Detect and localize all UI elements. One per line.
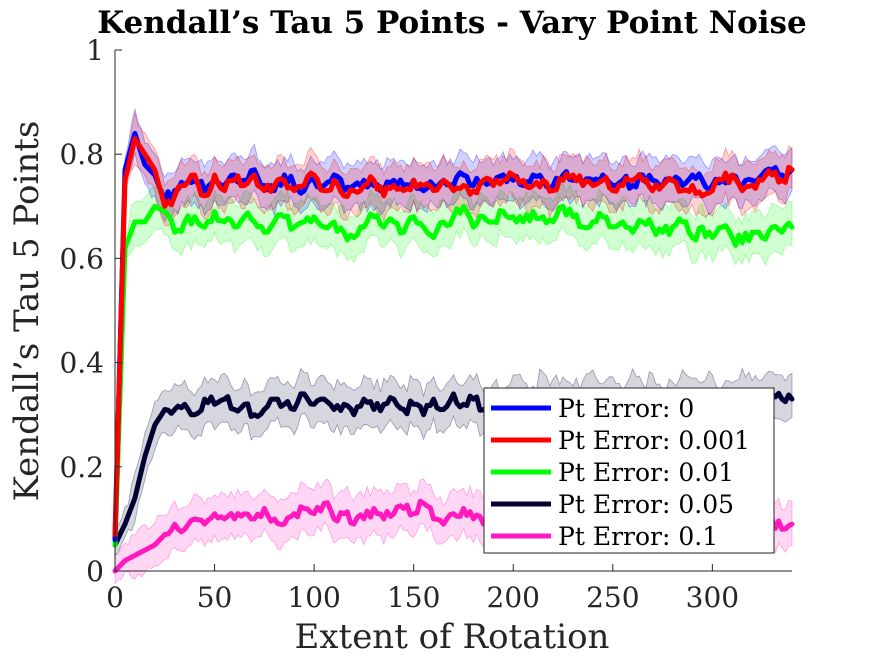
x-tick-label: 100 (287, 581, 340, 614)
legend-label: Pt Error: 0.01 (558, 458, 734, 487)
x-tick-label: 200 (487, 581, 540, 614)
chart-title: Kendall’s Tau 5 Points - Vary Point Nois… (97, 5, 806, 41)
legend-label: Pt Error: 0.05 (558, 490, 734, 519)
x-tick-label: 0 (106, 581, 124, 614)
legend-label: Pt Error: 0.1 (558, 522, 718, 551)
axes: 0 50 100 150 200 250 300 0 0.2 0.4 0.6 0.8 1 (59, 34, 792, 614)
y-axis-label: Kendall’s Tau 5 Points (7, 121, 47, 502)
y-tick-label: 0.2 (59, 451, 104, 484)
legend: Pt Error: 0 Pt Error: 0.001 Pt Error: 0.01… (483, 387, 775, 554)
y-tick-label: 0.6 (59, 242, 104, 275)
y-tick-label: 1 (86, 34, 104, 67)
x-tick-label: 250 (586, 581, 639, 614)
x-tick-label: 50 (197, 581, 233, 614)
series-line (112, 136, 795, 537)
confidence-band (114, 112, 793, 550)
x-tick-label: 300 (686, 581, 739, 614)
legend-label: Pt Error: 0 (558, 394, 694, 423)
y-tick-label: 0.8 (59, 138, 104, 171)
series-line (112, 203, 795, 548)
y-tick-label: 0 (86, 555, 104, 588)
y-axis-ticks: 0 0.2 0.4 0.6 0.8 1 (59, 34, 122, 588)
y-tick-label: 0.4 (59, 347, 104, 380)
x-tick-label: 150 (387, 581, 440, 614)
legend-label: Pt Error: 0.001 (558, 426, 750, 455)
confidence-band (114, 108, 793, 554)
x-axis-ticks: 0 50 100 150 200 250 300 (106, 564, 739, 614)
x-axis-label: Extent of Rotation (295, 617, 610, 656)
legend-items: Pt Error: 0 Pt Error: 0.001 Pt Error: 0.01… (491, 394, 750, 551)
